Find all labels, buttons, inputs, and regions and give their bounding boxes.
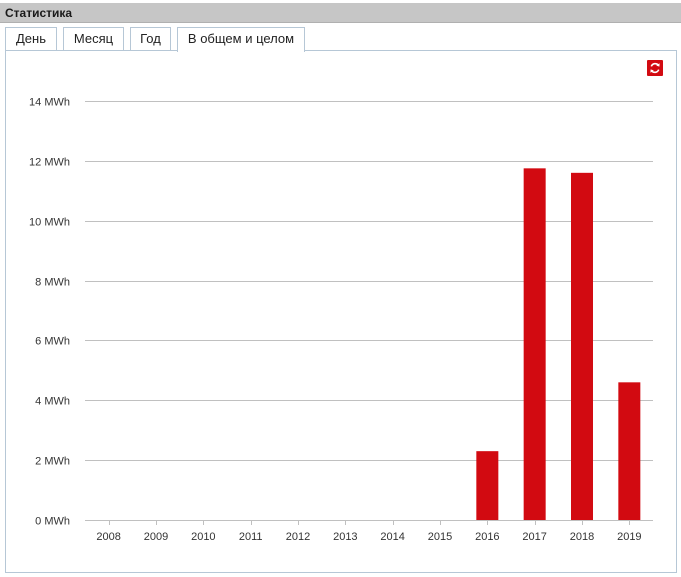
x-tick-label: 2009 xyxy=(144,531,168,543)
bar-2017[interactable] xyxy=(523,168,546,520)
panel-title: Статистика xyxy=(5,6,73,20)
y-tick-label: 8 MWh xyxy=(35,277,70,289)
tab-day[interactable]: День xyxy=(5,27,57,50)
tab-year[interactable]: Год xyxy=(130,27,171,50)
refresh-button[interactable] xyxy=(647,60,663,76)
x-tick-label: 2017 xyxy=(522,531,546,543)
x-tick-label: 2011 xyxy=(239,531,263,543)
chart-panel xyxy=(5,50,677,573)
y-tick-label: 2 MWh xyxy=(35,456,70,468)
y-tick-label: 14 MWh xyxy=(29,97,70,109)
tab-overall[interactable]: В общем и целом xyxy=(177,27,305,52)
x-tick-label: 2008 xyxy=(96,531,120,543)
x-tick-label: 2012 xyxy=(286,531,310,543)
y-tick-label: 12 MWh xyxy=(29,157,70,169)
x-tick-label: 2015 xyxy=(428,531,452,543)
y-tick-label: 0 MWh xyxy=(35,516,70,528)
x-tick-label: 2013 xyxy=(333,531,357,543)
bar-2016[interactable] xyxy=(476,451,499,520)
x-tick-label: 2014 xyxy=(380,531,404,543)
x-tick-label: 2010 xyxy=(191,531,215,543)
y-tick-label: 6 MWh xyxy=(35,336,70,348)
x-tick-label: 2016 xyxy=(475,531,499,543)
x-tick-label: 2018 xyxy=(570,531,594,543)
panel-header: Статистика xyxy=(0,3,681,23)
y-tick-label: 10 MWh xyxy=(29,217,70,229)
tab-month[interactable]: Месяц xyxy=(63,27,124,50)
x-tick-label: 2019 xyxy=(617,531,641,543)
bar-2018[interactable] xyxy=(571,172,593,521)
refresh-icon xyxy=(650,62,660,74)
y-tick-label: 4 MWh xyxy=(35,396,70,408)
bar-2019[interactable] xyxy=(618,382,641,520)
